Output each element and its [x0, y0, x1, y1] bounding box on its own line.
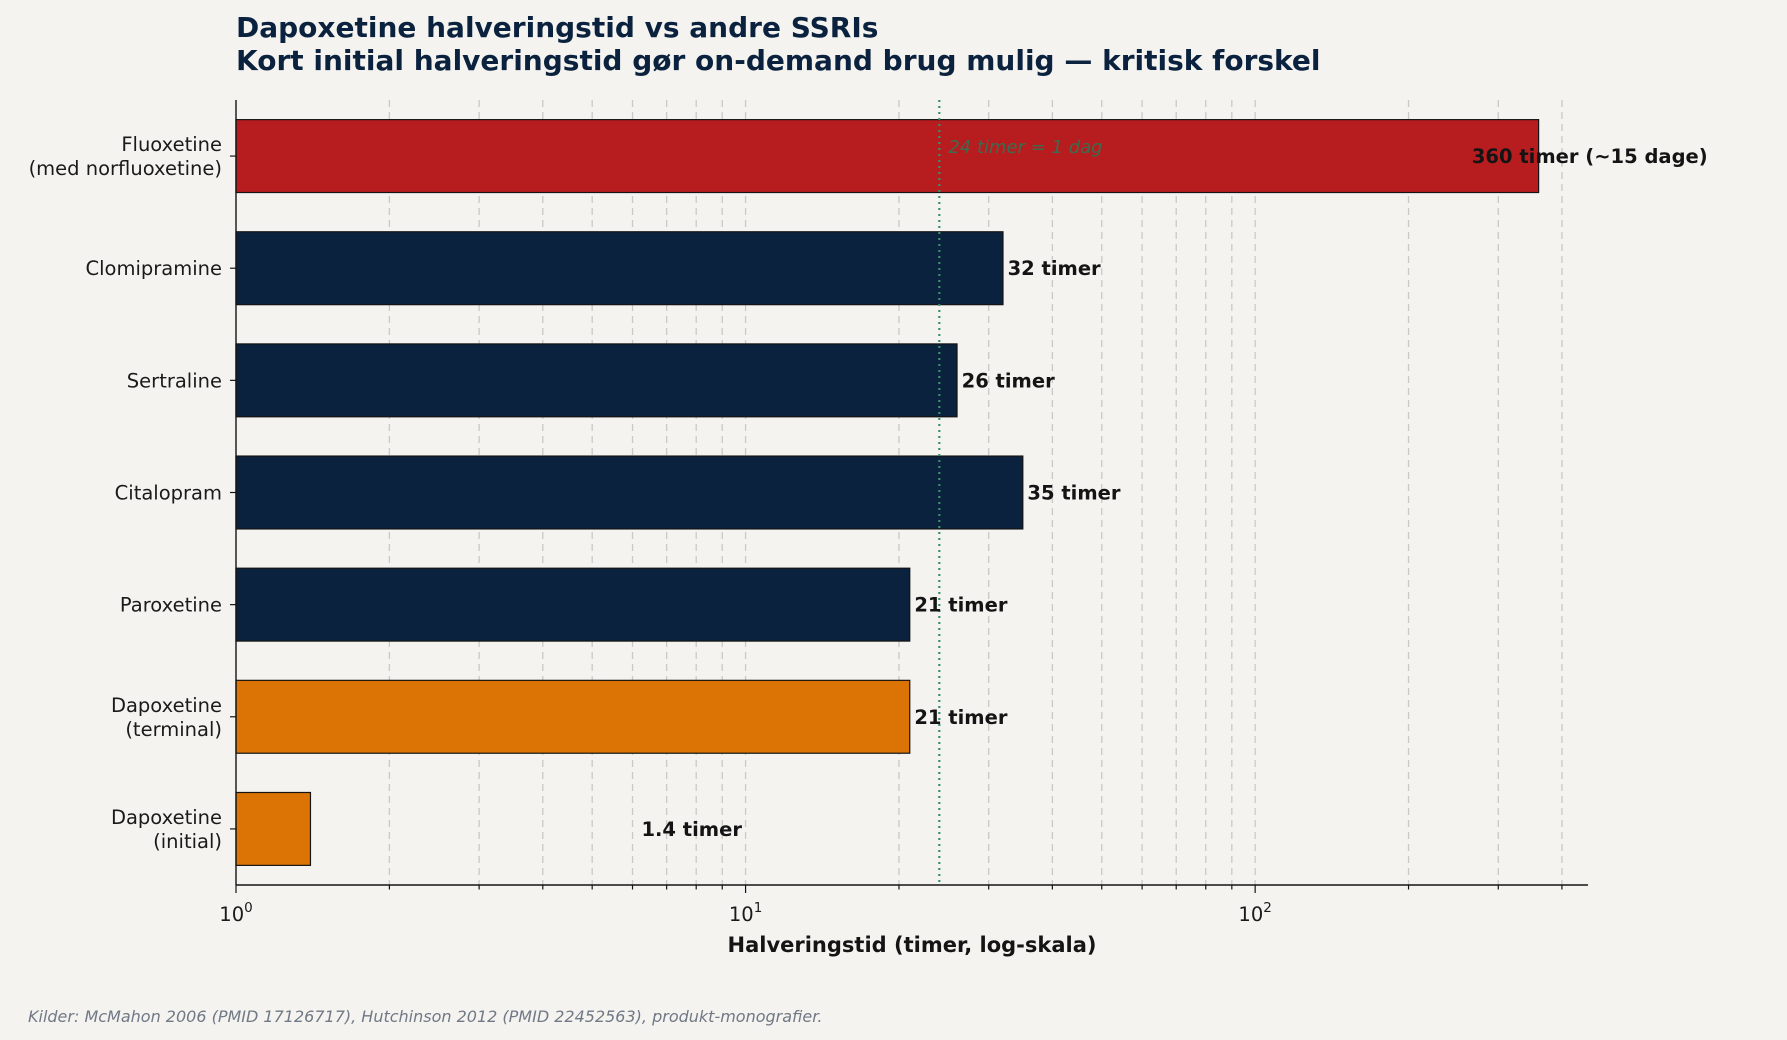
y-tick-label-4: Citalopram: [115, 482, 222, 505]
y-tick-label-6: Dapoxetine (terminal): [111, 694, 222, 741]
value-label-5: 21 timer: [914, 594, 1007, 617]
y-tick-label-5: Paroxetine: [120, 594, 222, 617]
x-axis-title: Halveringstid (timer, log-skala): [728, 933, 1097, 957]
y-tick-label-7: Dapoxetine (initial): [111, 806, 222, 853]
value-label-1: 360 timer (~15 dage): [1472, 145, 1708, 168]
chart-title-line-1: Dapoxetine halveringstid vs andre SSRIs: [236, 11, 878, 44]
x-tick-label: 102: [1238, 900, 1271, 926]
value-label-6: 21 timer: [914, 706, 1007, 729]
x-grid: [388, 100, 1563, 885]
value-label-7: 1.4 timer: [641, 818, 742, 841]
value-labels: 360 timer (~15 dage) 32 timer 26 timer 35 t…: [641, 145, 1707, 841]
bar-2: [235, 231, 1004, 306]
bar-6: [235, 679, 911, 754]
axes: 100 101 102 Fluoxetine (med norfluoxetine) Cl…: [29, 100, 1588, 926]
y-tick-label-3: Sertraline: [127, 369, 222, 392]
bar-3: [235, 343, 958, 418]
chart-title: Dapoxetine halveringstid vs andre SSRIsK…: [236, 11, 1321, 77]
y-tick-label-2: Clomipramine: [86, 257, 223, 280]
reference-line-group: 24 timer = 1 dag: [938, 100, 1103, 885]
bars: [235, 119, 1540, 866]
value-label-4: 35 timer: [1027, 482, 1120, 505]
bar-4: [235, 455, 1024, 530]
value-label-3: 26 timer: [962, 369, 1055, 392]
x-tick-label: 101: [729, 900, 762, 926]
bar-7: [235, 791, 312, 866]
bar-5: [235, 567, 911, 642]
x-tick-label: 100: [219, 900, 252, 926]
chart-title-line-2: Kort initial halveringstid gør on-demand…: [236, 44, 1321, 77]
bar-1: [235, 119, 1540, 194]
source-note: Kilder: McMahon 2006 (PMID 17126717), Hu…: [28, 1007, 822, 1026]
y-tick-label-1: Fluoxetine (med norfluoxetine): [29, 133, 222, 180]
value-label-2: 32 timer: [1008, 257, 1101, 280]
reference-line-label: 24 timer = 1 dag: [948, 137, 1102, 158]
